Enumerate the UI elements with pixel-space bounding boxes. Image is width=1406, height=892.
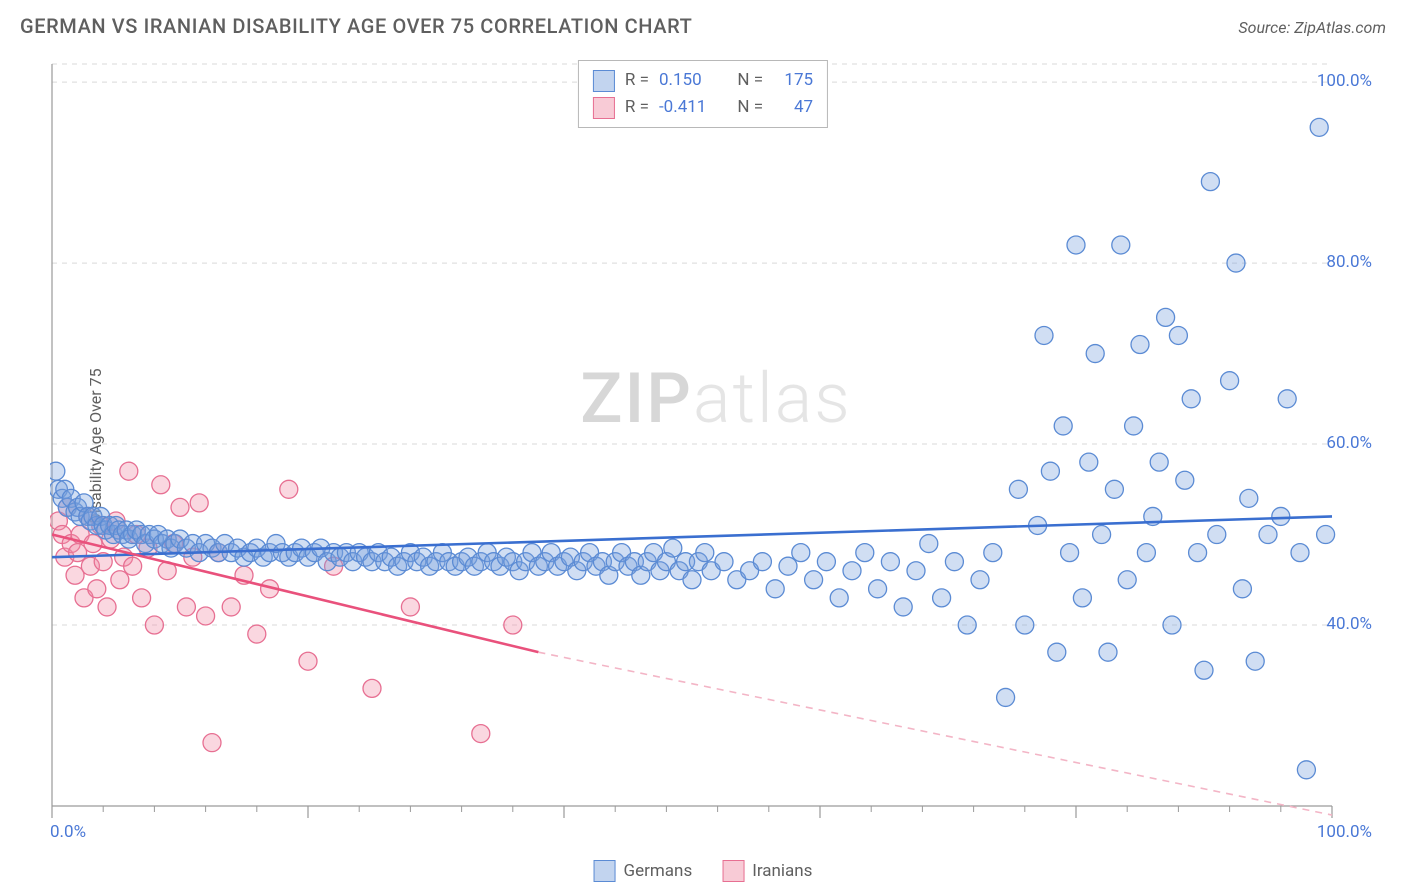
y-tick-label: 60.0% xyxy=(1326,433,1372,453)
chart-title: GERMAN VS IRANIAN DISABILITY AGE OVER 75… xyxy=(20,14,692,38)
legend-n-value: 175 xyxy=(773,67,813,94)
legend-swatch xyxy=(593,70,615,92)
legend-n-value: 47 xyxy=(773,94,813,121)
y-tick-label: 80.0% xyxy=(1326,252,1372,272)
source-attribution: Source: ZipAtlas.com xyxy=(1238,18,1386,37)
series-legend-item: Germans xyxy=(594,860,693,882)
x-tick-label: 100.0% xyxy=(1317,822,1372,842)
legend-n-label: N = xyxy=(729,94,763,121)
y-tick-label: 40.0% xyxy=(1326,614,1372,634)
x-tick-label: 0.0% xyxy=(50,822,86,842)
legend-swatch xyxy=(594,860,616,882)
legend-n-label: N = xyxy=(729,67,763,94)
y-tick-label: 100.0% xyxy=(1317,71,1372,91)
series-legend-item: Iranians xyxy=(722,860,812,882)
legend-r-label: R = xyxy=(625,67,649,94)
series-legend-label: Iranians xyxy=(752,861,812,881)
scatter-plot-svg xyxy=(50,56,1382,836)
legend-row: R = -0.411 N = 47 xyxy=(593,94,813,121)
legend-r-label: R = xyxy=(625,94,649,121)
series-legend: Germans Iranians xyxy=(594,860,813,882)
series-legend-label: Germans xyxy=(624,861,693,881)
legend-row: R = 0.150 N = 175 xyxy=(593,67,813,94)
legend-r-value: 0.150 xyxy=(659,67,719,94)
correlation-legend: R = 0.150 N = 175R = -0.411 N = 47 xyxy=(578,60,828,128)
legend-swatch xyxy=(593,97,615,119)
legend-r-value: -0.411 xyxy=(659,94,719,121)
chart-area: ZIPatlas 40.0%60.0%80.0%100.0%0.0%100.0% xyxy=(50,56,1382,836)
legend-swatch xyxy=(722,860,744,882)
